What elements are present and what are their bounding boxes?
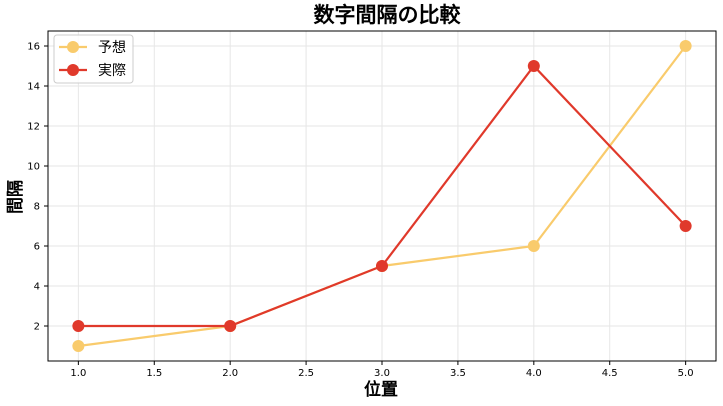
series-2-point (376, 260, 388, 272)
x-tick-label: 3.0 (374, 368, 390, 379)
x-tick-label: 1.0 (70, 368, 86, 379)
series-1-point (527, 240, 540, 252)
y-tick-label: 16 (27, 42, 40, 53)
y-tick-label: 4 (34, 282, 40, 293)
ticks: 1.0 1.5 2.0 2.5 3.0 3.5 4.0 4.5 5.0 2 4 6 8 10 12 14 16 (27, 42, 693, 380)
legend-marker-2 (67, 64, 79, 76)
x-tick-label: 1.5 (146, 368, 162, 379)
series-layer (72, 40, 692, 352)
legend-label-2: 実際 (98, 63, 126, 79)
x-tick-label: 4.5 (602, 368, 618, 379)
series-1-point (72, 340, 85, 352)
series-2-point (679, 220, 692, 232)
y-tick-label: 14 (27, 82, 40, 93)
chart-title: 数字間隔の比較 (314, 3, 462, 27)
y-tick-label: 6 (34, 242, 40, 253)
x-axis-label: 位置 (364, 379, 398, 400)
x-tick-label: 2.0 (222, 368, 238, 379)
x-tick-label: 2.5 (298, 368, 314, 379)
legend-label-1: 予想 (98, 40, 126, 56)
legend-marker-1 (67, 41, 79, 53)
x-tick-label: 4.0 (526, 368, 542, 379)
x-tick-label: 5.0 (678, 368, 694, 379)
x-tick-label: 3.5 (450, 368, 466, 379)
series-2-point (72, 320, 85, 332)
series-1-point (679, 40, 692, 52)
y-tick-label: 10 (27, 162, 40, 173)
series-2-point (224, 320, 237, 332)
y-axis-label: 間隔 (6, 180, 26, 214)
y-tick-label: 8 (34, 202, 40, 213)
grid (48, 31, 716, 361)
series-2-point (527, 60, 540, 72)
y-tick-label: 12 (27, 122, 40, 133)
y-tick-label: 2 (34, 322, 40, 333)
